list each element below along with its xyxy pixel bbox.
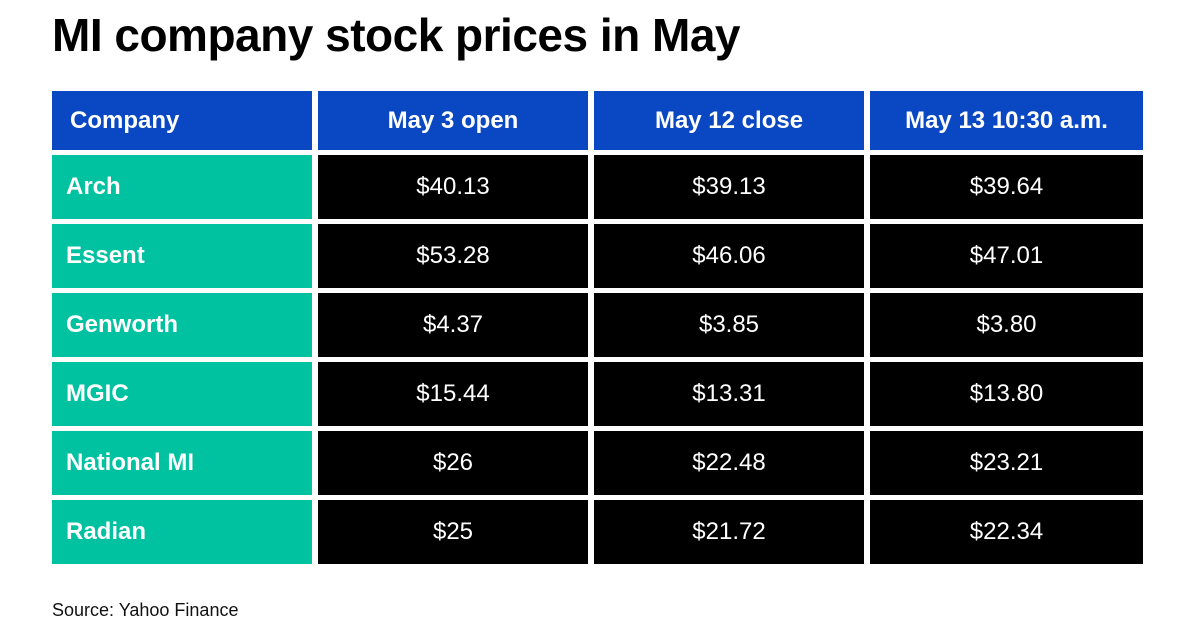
- company-cell: Genworth: [52, 293, 312, 357]
- company-cell: Arch: [52, 155, 312, 219]
- company-cell: Essent: [52, 224, 312, 288]
- header-cell: May 3 open: [318, 91, 588, 150]
- header-cell: May 13 10:30 a.m.: [870, 91, 1143, 150]
- price-cell: $13.80: [870, 362, 1143, 426]
- source: Source: Yahoo Finance: [52, 600, 239, 620]
- table: Company May 3 open May 12 close May 13 10:3…: [52, 91, 1143, 564]
- price-cell: $3.80: [870, 293, 1143, 357]
- header-cell: May 12 close: [594, 91, 864, 150]
- price-cell: $4.37: [318, 293, 588, 357]
- price-cell: $47.01: [870, 224, 1143, 288]
- header-cell: Company: [52, 91, 312, 150]
- price-cell: $26: [318, 431, 588, 495]
- price-cell: $13.31: [594, 362, 864, 426]
- price-cell: $15.44: [318, 362, 588, 426]
- company-cell: MGIC: [52, 362, 312, 426]
- price-cell: $22.48: [594, 431, 864, 495]
- price-cell: $22.34: [870, 500, 1143, 564]
- price-cell: $46.06: [594, 224, 864, 288]
- price-cell: $23.21: [870, 431, 1143, 495]
- price-cell: $40.13: [318, 155, 588, 219]
- price-cell: $39.13: [594, 155, 864, 219]
- price-cell: $21.72: [594, 500, 864, 564]
- company-cell: Radian: [52, 500, 312, 564]
- price-cell: $39.64: [870, 155, 1143, 219]
- price-cell: $3.85: [594, 293, 864, 357]
- price-cell: $25: [318, 500, 588, 564]
- title: MI company stock prices in May: [52, 9, 741, 61]
- company-cell: National MI: [52, 431, 312, 495]
- price-cell: $53.28: [318, 224, 588, 288]
